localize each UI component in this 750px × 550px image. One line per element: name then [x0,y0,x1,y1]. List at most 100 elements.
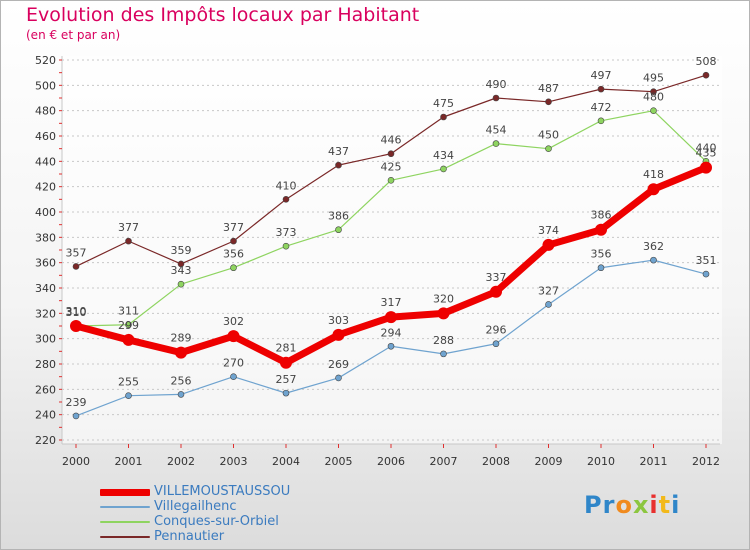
x-tick-label: 2001 [115,455,143,468]
y-tick-label: 460 [35,130,56,143]
data-label: 310 [66,305,87,318]
data-point [595,223,607,236]
logo-letter: P [584,491,603,519]
y-tick-label: 360 [35,257,56,270]
logo-letter: i [671,491,681,519]
data-label: 487 [538,82,559,95]
data-point [545,98,552,106]
data-label: 281 [276,342,297,355]
data-point [702,71,710,79]
data-label: 356 [223,248,244,261]
data-point [490,285,502,298]
y-tick-label: 380 [35,231,56,244]
legend-swatch [100,506,150,508]
data-label: 377 [118,221,139,234]
data-point [700,161,712,174]
y-tick-label: 300 [35,333,56,346]
data-label: 435 [696,147,717,160]
data-point [70,320,82,332]
data-point [335,374,342,382]
data-label: 310 [66,306,87,319]
data-label: 359 [171,244,192,257]
data-label: 410 [276,179,297,192]
data-point [122,333,135,346]
data-point [545,301,552,308]
logo-letter: o [615,491,633,519]
x-tick-label: 2003 [220,455,248,468]
y-tick-label: 480 [35,105,56,118]
y-tick-label: 420 [35,181,56,194]
data-point [230,373,237,380]
data-label: 454 [486,124,507,137]
data-label: 302 [223,315,244,328]
data-point [387,150,395,158]
data-point [387,177,395,184]
y-tick-label: 520 [35,54,56,67]
data-point [72,263,80,270]
data-point [440,165,447,173]
data-point [125,392,132,399]
data-label: 472 [591,101,612,114]
data-label: 289 [171,332,192,345]
x-tick-label: 2008 [482,455,510,468]
data-label: 299 [118,319,139,332]
x-tick-label: 2002 [167,455,195,468]
data-label: 437 [328,145,349,158]
y-tick-label: 340 [35,282,56,295]
data-label: 475 [433,97,454,110]
data-point [597,85,605,93]
data-label: 434 [433,149,454,162]
data-label: 351 [696,254,717,267]
data-point [492,340,500,348]
chart-subtitle: (en € et par an) [26,28,121,42]
x-tick-label: 2012 [692,455,720,468]
data-point [227,330,240,343]
data-point [440,113,447,121]
data-point [647,183,660,196]
logo-letter: i [649,491,659,519]
data-label: 311 [118,305,139,318]
data-label: 362 [643,240,664,253]
data-point [387,342,395,350]
legend-label: VILLEMOUSTAUSSOU [154,484,291,499]
data-label: 257 [276,373,297,386]
data-point [177,391,185,398]
data-point [282,242,290,250]
data-point [335,226,342,234]
data-label: 508 [696,55,717,68]
data-label: 303 [328,314,349,327]
data-point [177,280,185,288]
x-tick-label: 2007 [430,455,458,468]
data-label: 357 [66,246,87,259]
data-point [437,307,450,320]
x-tick-label: 2010 [587,455,615,468]
data-label: 294 [381,326,402,339]
data-label: 450 [538,129,559,142]
data-label: 497 [591,69,612,82]
data-label: 239 [66,396,87,409]
data-point [280,356,292,369]
data-label: 418 [643,168,664,181]
data-point [492,140,500,147]
data-point [702,270,710,278]
data-point [492,94,500,102]
data-label: 480 [643,91,664,104]
legend-label: Conques-sur-Orbiel [154,514,279,529]
data-point [597,117,605,125]
data-label: 425 [381,160,402,173]
data-point [650,256,657,264]
data-point [125,321,132,329]
proxiti-logo: Proxiti [584,491,680,519]
data-label: 386 [591,209,612,222]
legend-label: Pennautier [154,529,225,544]
legend-swatch [100,536,150,538]
data-point [650,107,657,114]
logo-letter: t [658,491,672,519]
x-tick-label: 2011 [640,455,668,468]
data-label: 320 [433,292,454,305]
x-tick-label: 2005 [325,455,353,468]
data-label: 317 [381,296,402,309]
data-point [332,328,345,341]
y-tick-label: 240 [35,409,56,422]
